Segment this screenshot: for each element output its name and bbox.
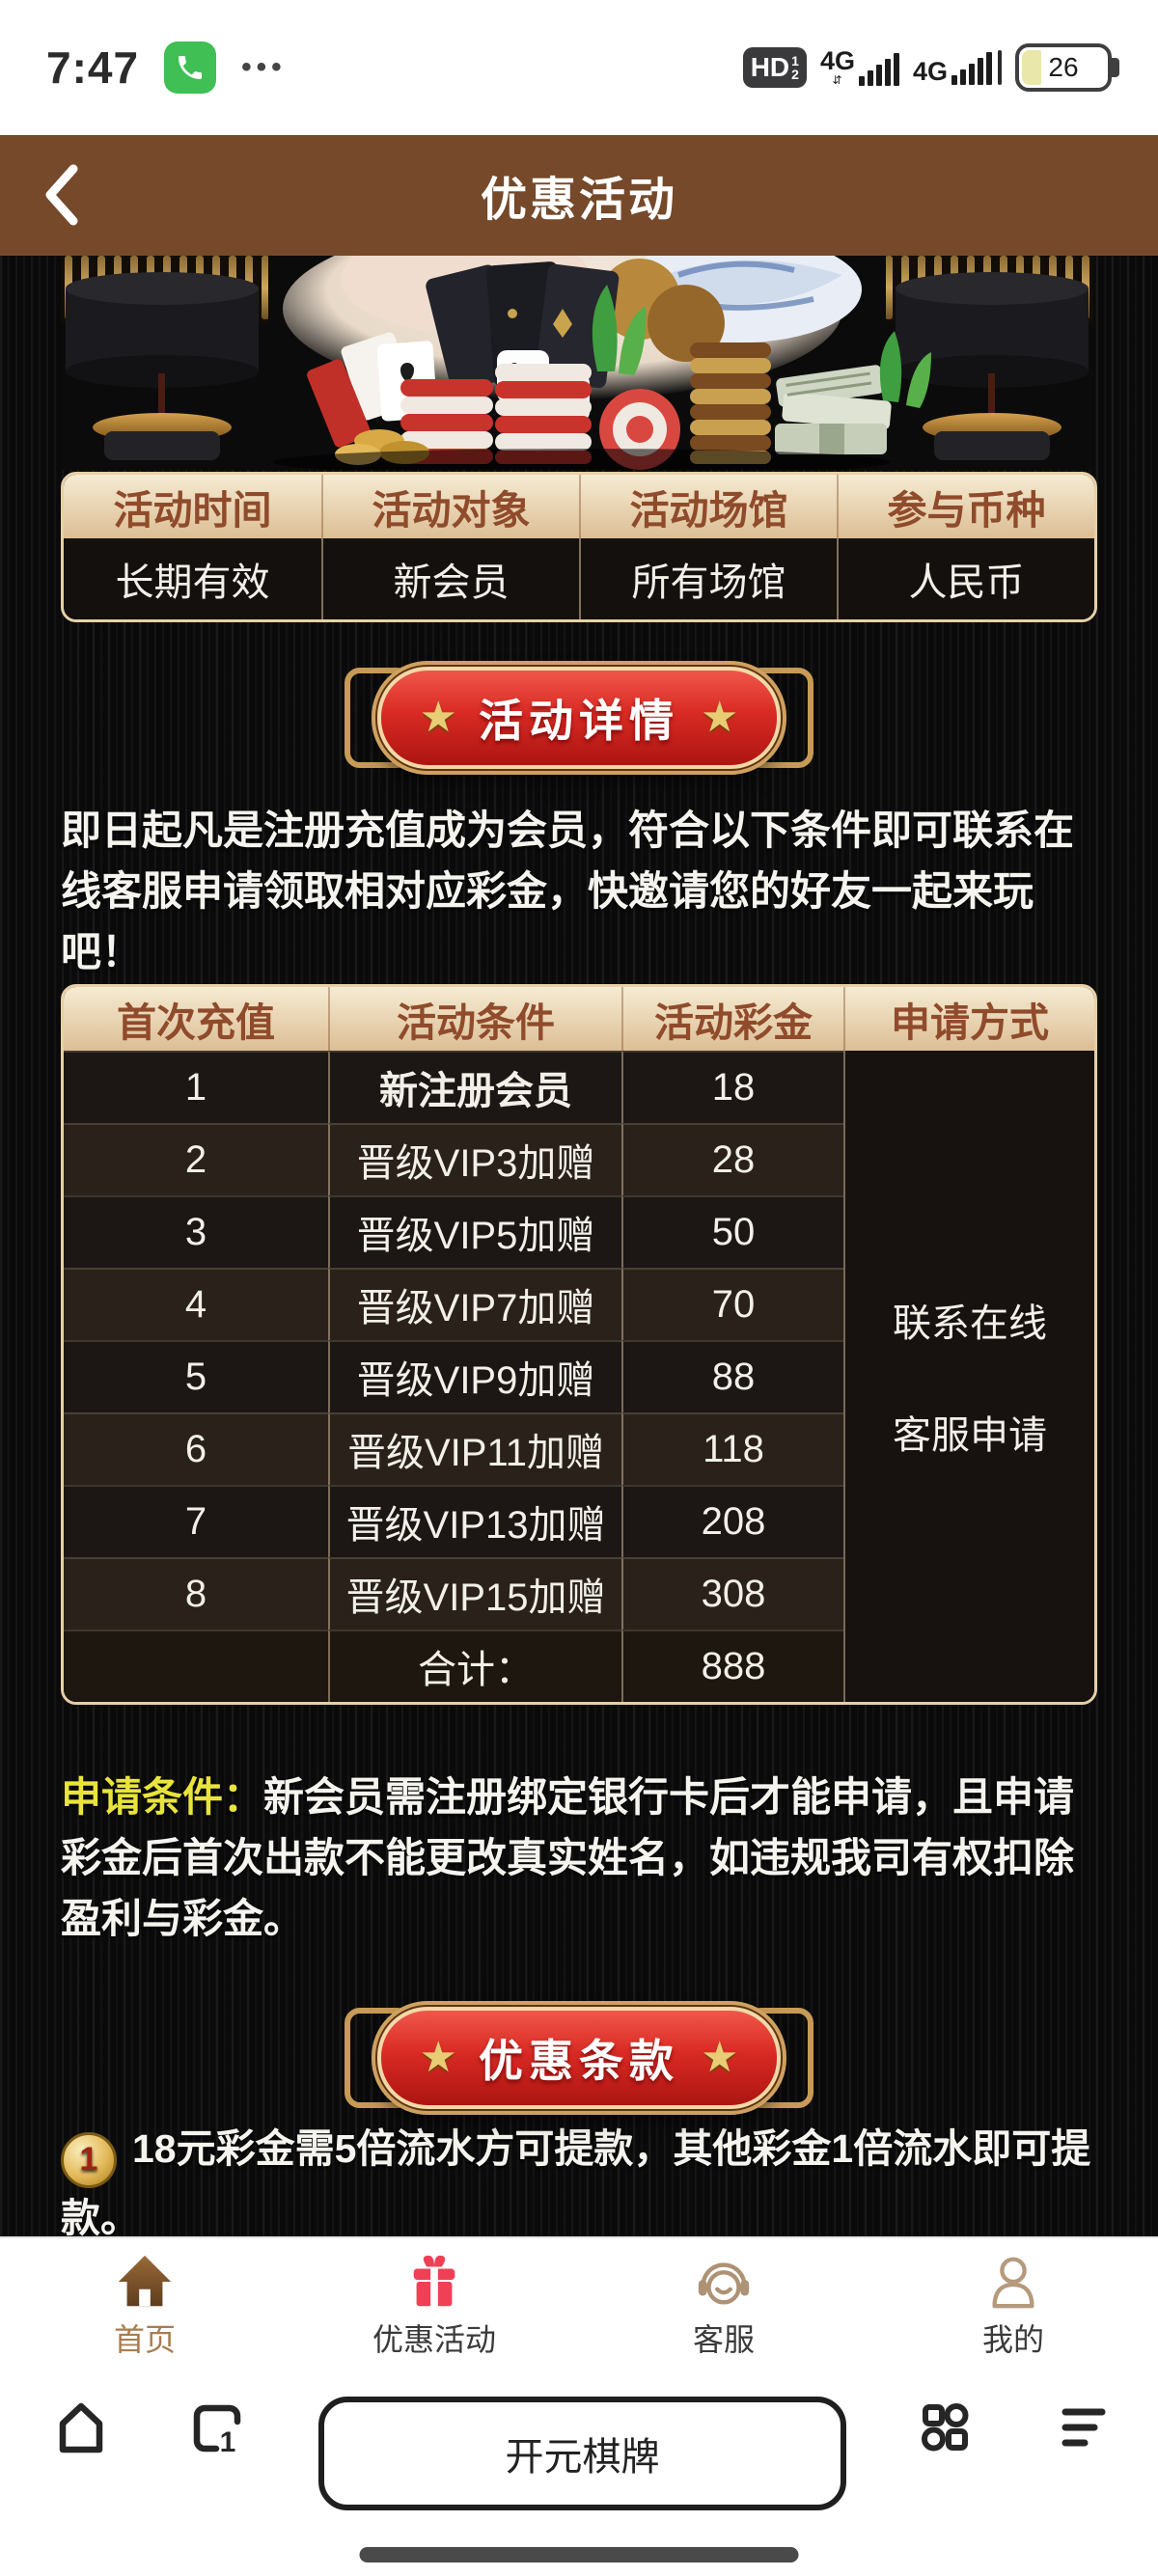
table-cell: 晋级VIP5加赠 [328, 1194, 621, 1268]
info-value-cell: 人民币 [837, 537, 1094, 619]
nav-item-profile[interactable]: 我的 [868, 2252, 1158, 2360]
headset-icon [698, 2262, 750, 2305]
address-text: 开元棋牌 [505, 2436, 660, 2480]
table-cell: 晋级VIP15加赠 [328, 1556, 621, 1630]
info-value-cell: 长期有效 [115, 561, 270, 604]
table-cell: 4 [64, 1267, 328, 1340]
table-cell: 3 [64, 1194, 328, 1268]
table-cell: 208 [621, 1484, 843, 1557]
total-label-cell: 合计： [328, 1629, 621, 1702]
svg-text:1: 1 [220, 2426, 236, 2458]
table-cell: 2 [64, 1122, 328, 1195]
casino-banner-image [61, 255, 1097, 470]
user-icon [992, 2257, 1034, 2309]
table-cell: 70 [621, 1267, 843, 1340]
activity-info-table: 活动时间 活动对象 活动场馆 参与币种 长期有效 新会员 所有场馆 人民币 [61, 471, 1097, 622]
signal-sim2-icon: 4G [913, 49, 1002, 85]
star-icon: ★ [701, 694, 739, 742]
gift-icon [413, 2256, 455, 2309]
info-header-cell: 活动场馆 [579, 474, 837, 538]
intro-text: 即日起凡是注册充值成为会员，符合以下条件即可联系在线客服申请领取相对应彩金，快邀… [61, 807, 1075, 974]
term-item: 1 18元彩金需5倍流水方可提款，其他彩金1倍流水即可提款。 [61, 2125, 1091, 2237]
table-cell: 8 [64, 1556, 328, 1630]
browser-home-icon[interactable] [50, 2397, 112, 2458]
info-header-cell: 活动时间 [113, 487, 272, 533]
back-icon[interactable] [33, 161, 91, 229]
table-cell: 50 [621, 1194, 843, 1268]
table-cell: 6 [64, 1411, 328, 1485]
signal-sim1-icon: 4G ⇵ [820, 48, 899, 87]
table-cell: 308 [621, 1556, 843, 1630]
browser-menu-icon[interactable] [1053, 2397, 1115, 2458]
gesture-handle[interactable] [359, 2547, 799, 2562]
table-cell: 1 [64, 1050, 328, 1123]
table-cell: 7 [64, 1484, 328, 1557]
bonus-table: 首次充值 活动条件 活动彩金 申请方式 1 新注册会员 18 联系在线 客服申请… [61, 983, 1097, 1705]
browser-toolbar: 1 开元棋牌 [0, 2373, 1158, 2576]
info-header-cell: 参与币种 [837, 474, 1094, 538]
total-value-cell: 888 [621, 1629, 843, 1702]
star-icon: ★ [701, 2034, 739, 2082]
bonus-header-cell: 活动条件 [328, 986, 621, 1051]
browser-tabs-icon[interactable]: 1 [185, 2397, 247, 2458]
promo-content: 活动时间 活动对象 活动场馆 参与币种 长期有效 新会员 所有场馆 人民币 ★ … [0, 255, 1158, 2237]
table-cell: 晋级VIP13加赠 [328, 1484, 621, 1557]
table-cell: 28 [621, 1122, 843, 1195]
nav-item-support[interactable]: 客服 [579, 2252, 868, 2360]
table-cell: 18 [621, 1050, 843, 1123]
clock: 7:47 [46, 41, 140, 93]
table-cell: 晋级VIP3加赠 [328, 1122, 621, 1195]
table-cell: 88 [621, 1339, 843, 1412]
table-cell: 晋级VIP7加赠 [328, 1267, 621, 1340]
bonus-header-cell: 活动彩金 [621, 986, 843, 1051]
table-cell: 5 [64, 1339, 328, 1412]
info-value-cell: 新会员 [321, 537, 579, 619]
nav-item-promotions[interactable]: 优惠活动 [290, 2252, 579, 2360]
page-title: 优惠活动 [480, 175, 677, 227]
info-header-cell: 活动对象 [321, 474, 579, 538]
table-cell: 新注册会员 [328, 1050, 621, 1123]
table-cell: 晋级VIP9加赠 [328, 1339, 621, 1412]
star-icon: ★ [419, 694, 457, 742]
activity-detail-button[interactable]: ★ 活动详情 ★ [376, 666, 782, 769]
home-icon [118, 2256, 172, 2307]
promo-terms-button[interactable]: ★ 优惠条款 ★ [376, 2006, 782, 2109]
phone-call-icon [164, 41, 217, 94]
apply-conditions-label: 申请条件： [61, 1773, 264, 1820]
star-icon: ★ [419, 2034, 457, 2082]
bonus-header-cell: 首次充值 [64, 986, 328, 1051]
address-bar[interactable]: 开元棋牌 [318, 2397, 846, 2511]
table-cell: 晋级VIP11加赠 [328, 1411, 621, 1485]
app-header: 优惠活动 [0, 134, 1158, 256]
number-badge-icon: 1 [61, 2131, 117, 2188]
battery-icon: 26 [1015, 42, 1119, 92]
apply-conditions-note: 申请条件：新会员需注册绑定银行卡后才能申请，且申请彩金后首次出款不能更改真实姓名… [61, 1773, 1075, 1941]
bonus-header-cell: 申请方式 [843, 986, 1094, 1051]
info-value-cell: 所有场馆 [579, 537, 837, 619]
apply-method-cell: 联系在线 客服申请 [843, 1050, 1094, 1702]
table-cell: 118 [621, 1411, 843, 1485]
nav-item-home[interactable]: 首页 [0, 2252, 290, 2360]
notification-dots: ••• [241, 50, 287, 83]
browser-apps-grid-icon[interactable] [914, 2397, 976, 2458]
table-cell [64, 1629, 328, 1702]
bottom-nav: 首页 优惠活动 客服 [0, 2236, 1158, 2374]
